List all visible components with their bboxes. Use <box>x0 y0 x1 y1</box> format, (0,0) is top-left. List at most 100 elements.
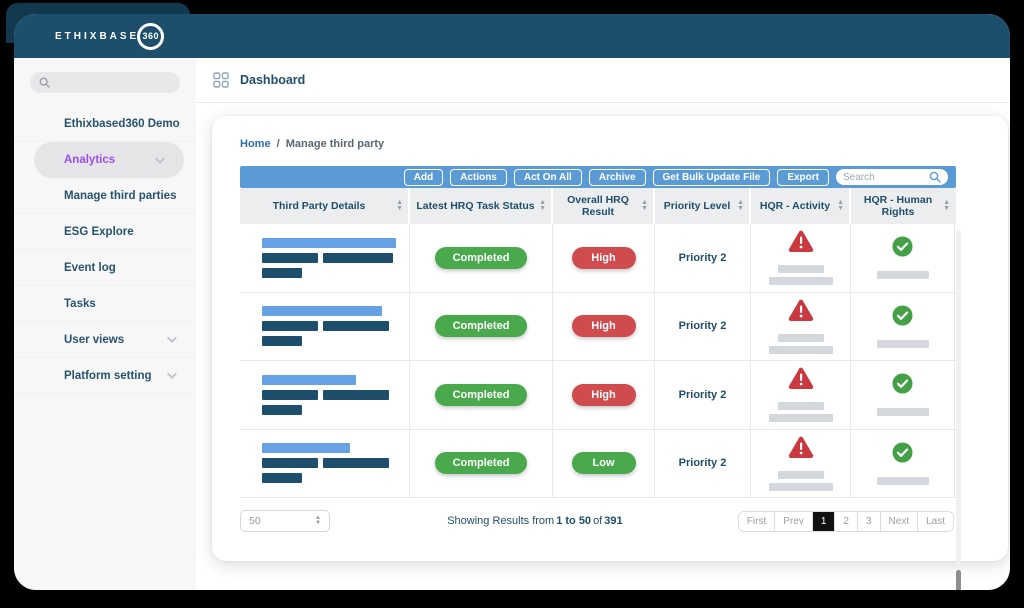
results-prefix: Showing Results from <box>447 515 555 527</box>
pagination-prev[interactable]: Prev <box>774 511 812 531</box>
sidebar-search[interactable] <box>30 72 180 93</box>
breadcrumb-home-link[interactable]: Home <box>240 138 271 150</box>
sort-icon[interactable]: ▲ ▼ <box>837 199 844 212</box>
cell-priority: Priority 2 <box>655 224 751 292</box>
sidebar-search-input[interactable] <box>56 77 171 88</box>
redacted-text-bar <box>876 339 929 348</box>
sidebar-item-esg-explore[interactable]: ESG Explore <box>14 214 196 250</box>
pagination-page-3[interactable]: 3 <box>856 511 880 531</box>
table-row[interactable]: Completed High Priority 2 <box>240 224 956 293</box>
stepper-icon[interactable]: ▲ ▼ <box>315 515 321 526</box>
cell-priority: Priority 2 <box>655 361 751 429</box>
redacted-detail-bar <box>323 389 389 400</box>
redacted-name-bar <box>262 237 396 248</box>
warning-triangle-icon <box>788 230 814 258</box>
sidebar-item-tasks[interactable]: Tasks <box>14 286 196 322</box>
search-icon <box>929 171 941 183</box>
redacted-detail-bar <box>262 267 302 278</box>
breadcrumb-current: Manage third party <box>285 138 385 150</box>
results-summary: Showing Results from 1 to 50 of 391 <box>330 515 738 527</box>
sidebar-item-ethixbased360-demo[interactable]: Ethixbased360 Demo <box>14 106 196 142</box>
column-label: HQR - Human Rights <box>863 194 933 218</box>
priority-label: Priority 2 <box>678 320 727 333</box>
archive-button[interactable]: Archive <box>588 168 646 186</box>
cell-task-status: Completed <box>410 224 553 292</box>
table-row[interactable]: Completed Low Priority 2 <box>240 429 956 498</box>
sort-icon[interactable]: ▲ ▼ <box>943 199 950 212</box>
sort-icon[interactable]: ▲ ▼ <box>737 199 744 212</box>
table-footer: 50 ▲ ▼ Showing Results from 1 to 50 of 391 F… <box>240 510 956 532</box>
redacted-text-bar <box>777 333 824 342</box>
brand-name: ETHIXBASE <box>55 30 140 42</box>
sidebar-item-event-log[interactable]: Event log <box>14 250 196 286</box>
table-header: Third Party Details ▲ ▼ Latest HRQ Task S… <box>240 188 956 224</box>
breadcrumb-separator: / <box>276 138 280 150</box>
column-header-latest-hrq-task-status[interactable]: Latest HRQ Task Status ▲ ▼ <box>410 188 553 224</box>
pagination-page-1[interactable]: 1 <box>811 511 835 531</box>
scrollbar-thumb[interactable] <box>956 570 961 590</box>
table-search-input[interactable] <box>843 171 925 183</box>
redacted-name-bar <box>262 443 350 454</box>
redacted-text-bar <box>876 408 929 417</box>
redacted-text-bar <box>777 470 824 479</box>
get-bulk-update-file-button[interactable]: Get Bulk Update File <box>652 168 771 186</box>
page-title: Dashboard <box>240 73 306 87</box>
redacted-detail-bar <box>262 404 302 415</box>
table-scrollbar[interactable] <box>956 230 961 590</box>
results-total: 391 <box>604 515 623 527</box>
column-header-priority-level[interactable]: Priority Level ▲ ▼ <box>655 188 751 224</box>
status-badge: Completed <box>435 452 527 475</box>
add-button[interactable]: Add <box>403 168 444 186</box>
cell-priority: Priority 2 <box>655 292 751 360</box>
sidebar-item-label: Platform setting <box>64 369 152 382</box>
column-header-hqr-human-rights[interactable]: HQR - Human Rights ▲ ▼ <box>851 188 955 224</box>
page-size-value: 50 <box>249 515 261 527</box>
cell-third-party-details <box>240 224 410 292</box>
sidebar-item-label: Manage third parties <box>64 189 177 202</box>
export-button[interactable]: Export <box>777 168 829 186</box>
sidebar-item-label: ESG Explore <box>64 225 134 238</box>
sidebar-item-user-views[interactable]: User views <box>14 322 196 358</box>
table-search[interactable] <box>836 169 948 185</box>
page-size-select[interactable]: 50 ▲ ▼ <box>240 510 330 532</box>
cell-hqr-activity <box>751 224 851 292</box>
sort-icon[interactable]: ▲ ▼ <box>641 199 648 212</box>
redacted-text-bar <box>768 482 833 491</box>
cell-hrq-result: Low <box>553 429 655 497</box>
sidebar-item-analytics[interactable]: Analytics <box>34 142 184 178</box>
cell-third-party-details <box>240 292 410 360</box>
sidebar-item-label: Tasks <box>64 297 96 310</box>
column-label: Priority Level <box>663 200 731 212</box>
chevron-down-icon <box>154 153 165 164</box>
redacted-detail-bar <box>262 321 318 332</box>
actions-button[interactable]: Actions <box>450 168 507 186</box>
priority-label: Priority 2 <box>678 251 727 264</box>
sidebar-item-manage-third-parties[interactable]: Manage third parties <box>14 178 196 214</box>
pagination-first[interactable]: First <box>746 515 767 527</box>
pagination-page-2[interactable]: 2 <box>834 511 857 531</box>
priority-label: Priority 2 <box>678 457 727 470</box>
sidebar-item-label: Ethixbased360 Demo <box>64 117 180 130</box>
table-row[interactable]: Completed High Priority 2 <box>240 292 956 361</box>
check-circle-icon <box>892 373 913 399</box>
result-badge: Low <box>571 452 636 475</box>
act-on-all-button[interactable]: Act On All <box>513 168 582 186</box>
redacted-text-bar <box>777 402 824 411</box>
status-badge: Completed <box>435 246 527 269</box>
column-header-hqr-activity[interactable]: HQR - Activity ▲ ▼ <box>751 188 851 224</box>
column-header-overall-hrq-result[interactable]: Overall HRQ Result ▲ ▼ <box>553 188 655 224</box>
sort-icon[interactable]: ▲ ▼ <box>396 199 403 212</box>
cell-hrq-result: High <box>553 292 655 360</box>
chevron-down-icon <box>166 333 177 344</box>
pagination-last[interactable]: Last <box>917 511 953 531</box>
column-label: HQR - Activity <box>759 200 831 212</box>
column-header-third-party-details[interactable]: Third Party Details ▲ ▼ <box>240 188 410 224</box>
sidebar-item-platform-setting[interactable]: Platform setting <box>14 358 196 394</box>
sort-icon[interactable]: ▲ ▼ <box>539 199 546 212</box>
table-row[interactable]: Completed High Priority 2 <box>240 361 956 430</box>
sidebar-item-label: User views <box>64 333 125 346</box>
cell-hrq-result: High <box>553 224 655 292</box>
cell-task-status: Completed <box>410 292 553 360</box>
pagination-next[interactable]: Next <box>879 511 918 531</box>
redacted-detail-bar <box>262 336 302 347</box>
